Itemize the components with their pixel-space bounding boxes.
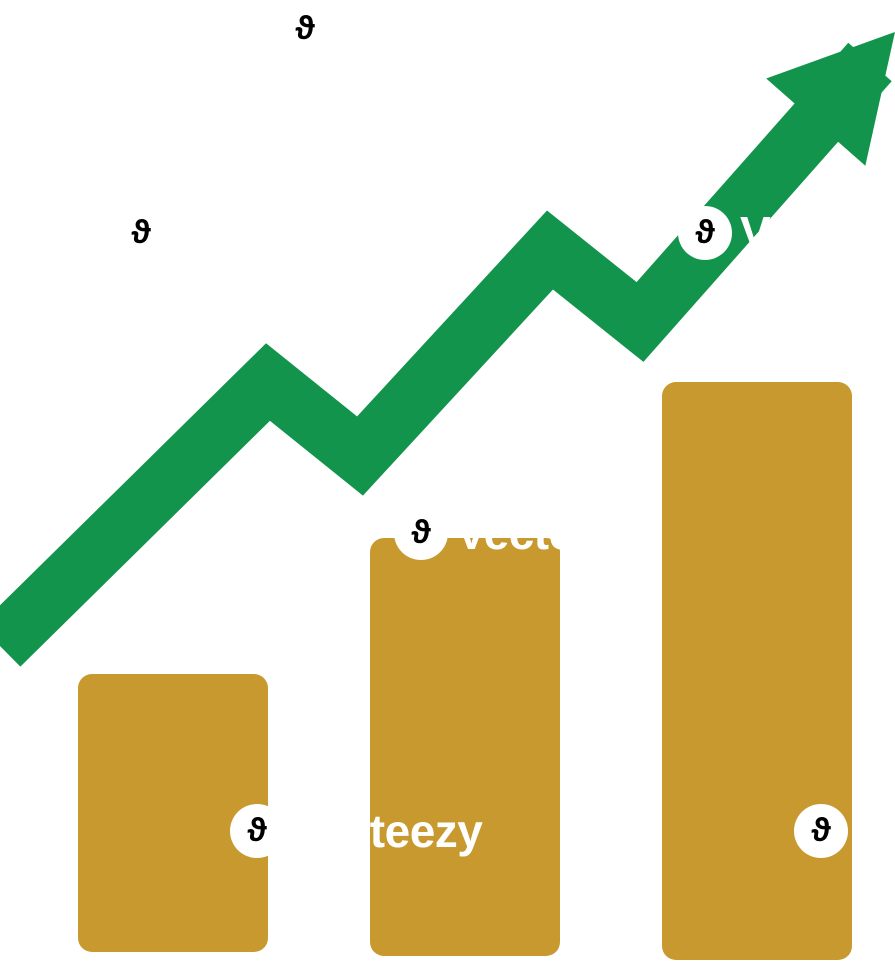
watermark-instance: ϑVecteezy [394, 506, 646, 560]
watermark-text: Vect [740, 206, 833, 260]
chart-stage: ϑVecteezyϑVecteezyϑVecteezyϑVecteezyϑVec… [0, 0, 895, 980]
watermark-instance: ϑV [794, 804, 886, 858]
watermark-text: Vecteezy [176, 206, 366, 260]
watermark-badge-icon: ϑ [114, 206, 168, 260]
watermark-instance: ϑVecteezy [114, 206, 366, 260]
watermark-instance: ϑVecteezy [278, 2, 530, 56]
watermark-text: Vecteezy [456, 506, 646, 560]
watermark-badge-icon: ϑ [678, 206, 732, 260]
watermark-text: V [856, 804, 886, 858]
watermark-badge-icon: ϑ [394, 506, 448, 560]
watermark-text: eezy [0, 506, 8, 560]
watermark-badge-icon: ϑ [794, 804, 848, 858]
watermark-badge-icon: ϑ [230, 804, 284, 858]
watermark-instance: ϑVecteezy [230, 804, 482, 858]
watermark-text: Vecteezy [340, 2, 530, 56]
watermark-badge-icon: ϑ [278, 2, 332, 56]
watermark-instance: ϑVect [678, 206, 833, 260]
watermark-instance: eezy [0, 506, 8, 560]
watermark-text: Vecteezy [292, 804, 482, 858]
